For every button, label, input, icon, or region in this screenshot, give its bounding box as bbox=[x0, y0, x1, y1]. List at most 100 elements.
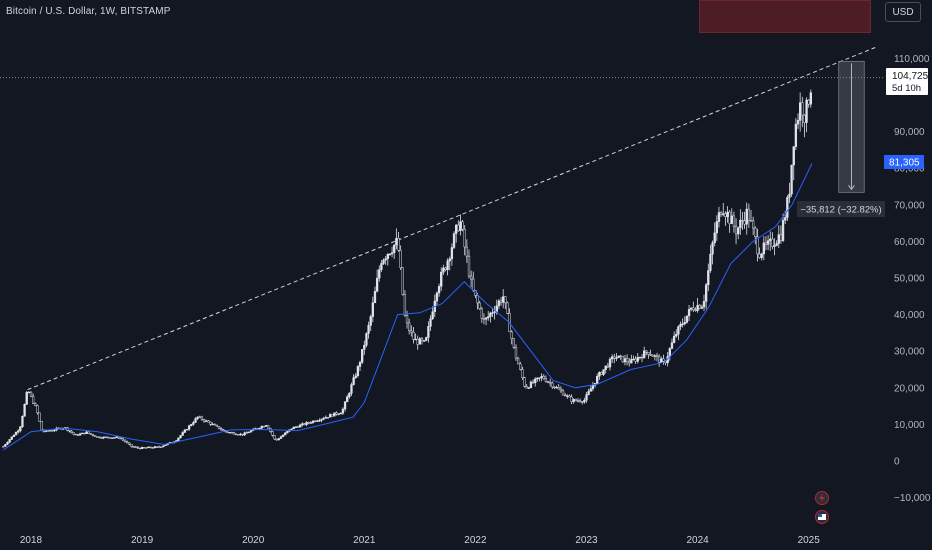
candle-body bbox=[309, 422, 313, 424]
candle-body bbox=[790, 164, 793, 195]
candle-body bbox=[40, 420, 43, 431]
icons-layer[interactable] bbox=[815, 491, 829, 524]
candle-body bbox=[128, 442, 131, 445]
candle-body bbox=[388, 253, 392, 255]
candle-body bbox=[711, 242, 714, 255]
time-axis[interactable]: 2018 2019 2020 2021 2022 2023 2024 2025 bbox=[20, 535, 820, 546]
candle-body bbox=[187, 425, 191, 430]
candle-body bbox=[422, 340, 426, 342]
candle-body bbox=[655, 355, 659, 357]
candle-body bbox=[799, 102, 802, 121]
candle-body bbox=[734, 225, 738, 235]
y-tick-label: 10,000 bbox=[894, 420, 925, 431]
candle-body bbox=[211, 423, 214, 426]
candle-body bbox=[217, 425, 221, 429]
candle-body bbox=[529, 381, 533, 388]
candle-body bbox=[335, 412, 338, 415]
candle-body bbox=[497, 300, 501, 307]
candle-body bbox=[393, 244, 396, 253]
candle-body bbox=[803, 114, 806, 123]
candle-body bbox=[640, 356, 644, 359]
candle-body bbox=[743, 220, 746, 225]
y-tick-label: 80,000 bbox=[894, 164, 925, 175]
candle-body bbox=[437, 286, 441, 294]
candle-body bbox=[87, 431, 90, 434]
candle-body bbox=[98, 436, 101, 439]
candle-body bbox=[606, 365, 610, 368]
candle-body bbox=[4, 444, 7, 447]
candle-body bbox=[617, 355, 620, 359]
candle-body bbox=[185, 429, 189, 431]
candle-body bbox=[140, 447, 144, 450]
candle-body bbox=[31, 395, 35, 404]
y-tick-label: 110,000 bbox=[894, 54, 930, 65]
candle-body bbox=[228, 432, 231, 434]
candle-body bbox=[34, 403, 37, 406]
candle-body bbox=[241, 433, 244, 436]
candle-body bbox=[89, 433, 92, 435]
candle-body bbox=[207, 420, 210, 423]
moving-average-layer bbox=[2, 163, 813, 451]
candle-body bbox=[525, 385, 528, 389]
candle-body bbox=[262, 426, 266, 428]
candle-body bbox=[777, 234, 780, 244]
candle-body bbox=[760, 253, 763, 258]
candle-body bbox=[647, 352, 650, 355]
candle-body bbox=[805, 99, 808, 123]
candle-body bbox=[766, 240, 770, 245]
candle-body bbox=[158, 446, 161, 448]
candle-body bbox=[732, 215, 736, 227]
candle-body bbox=[390, 252, 394, 255]
candle-body bbox=[237, 434, 240, 436]
candles-layer bbox=[2, 89, 812, 450]
candle-body bbox=[510, 331, 513, 339]
candle-body bbox=[662, 358, 665, 362]
candle-body bbox=[685, 315, 689, 323]
x-tick-label: 2022 bbox=[464, 535, 487, 546]
candle-body bbox=[384, 258, 387, 261]
calendar-flag-icon[interactable] bbox=[815, 510, 829, 524]
trendline-layer bbox=[0, 46, 884, 391]
candle-body bbox=[403, 294, 407, 316]
candle-body bbox=[38, 412, 41, 422]
candle-body bbox=[429, 318, 432, 327]
candle-body bbox=[367, 325, 370, 334]
candle-body bbox=[249, 430, 253, 433]
candle-body bbox=[348, 392, 351, 398]
candle-body bbox=[350, 384, 353, 394]
candle-body bbox=[585, 394, 588, 401]
candle-body bbox=[625, 358, 629, 363]
candle-body bbox=[572, 399, 575, 402]
candle-body bbox=[499, 300, 503, 303]
candle-body bbox=[138, 447, 142, 450]
candle-body bbox=[692, 307, 695, 311]
candle-body bbox=[544, 378, 548, 382]
candle-body bbox=[724, 213, 727, 217]
candle-body bbox=[600, 372, 603, 375]
price-axis[interactable]: 110,000 90,000 80,000 70,000 60,000 50,000 40,… bbox=[894, 54, 931, 504]
candle-body bbox=[536, 377, 539, 380]
candle-body bbox=[807, 99, 810, 105]
currency-button[interactable]: USD bbox=[885, 2, 921, 22]
candle-body bbox=[651, 354, 654, 357]
candle-body bbox=[260, 426, 263, 429]
candle-body bbox=[258, 427, 261, 430]
trendline[interactable] bbox=[27, 46, 876, 391]
candle-body bbox=[773, 245, 776, 247]
lightning-icon[interactable] bbox=[815, 491, 829, 505]
candle-body bbox=[202, 419, 206, 422]
candle-body bbox=[681, 323, 684, 325]
candle-body bbox=[653, 355, 657, 357]
measure-layer[interactable]: −35,812 (−32.82%) bbox=[797, 60, 885, 217]
candle-body bbox=[576, 400, 580, 402]
candle-body bbox=[395, 238, 398, 246]
candle-body bbox=[382, 259, 385, 264]
candle-body bbox=[363, 344, 366, 350]
highlight-box[interactable] bbox=[699, 0, 871, 33]
candle-body bbox=[104, 436, 107, 439]
candle-body bbox=[495, 305, 498, 312]
y-tick-label: 60,000 bbox=[894, 237, 925, 248]
candle-body bbox=[771, 238, 774, 247]
candle-body bbox=[72, 432, 75, 435]
